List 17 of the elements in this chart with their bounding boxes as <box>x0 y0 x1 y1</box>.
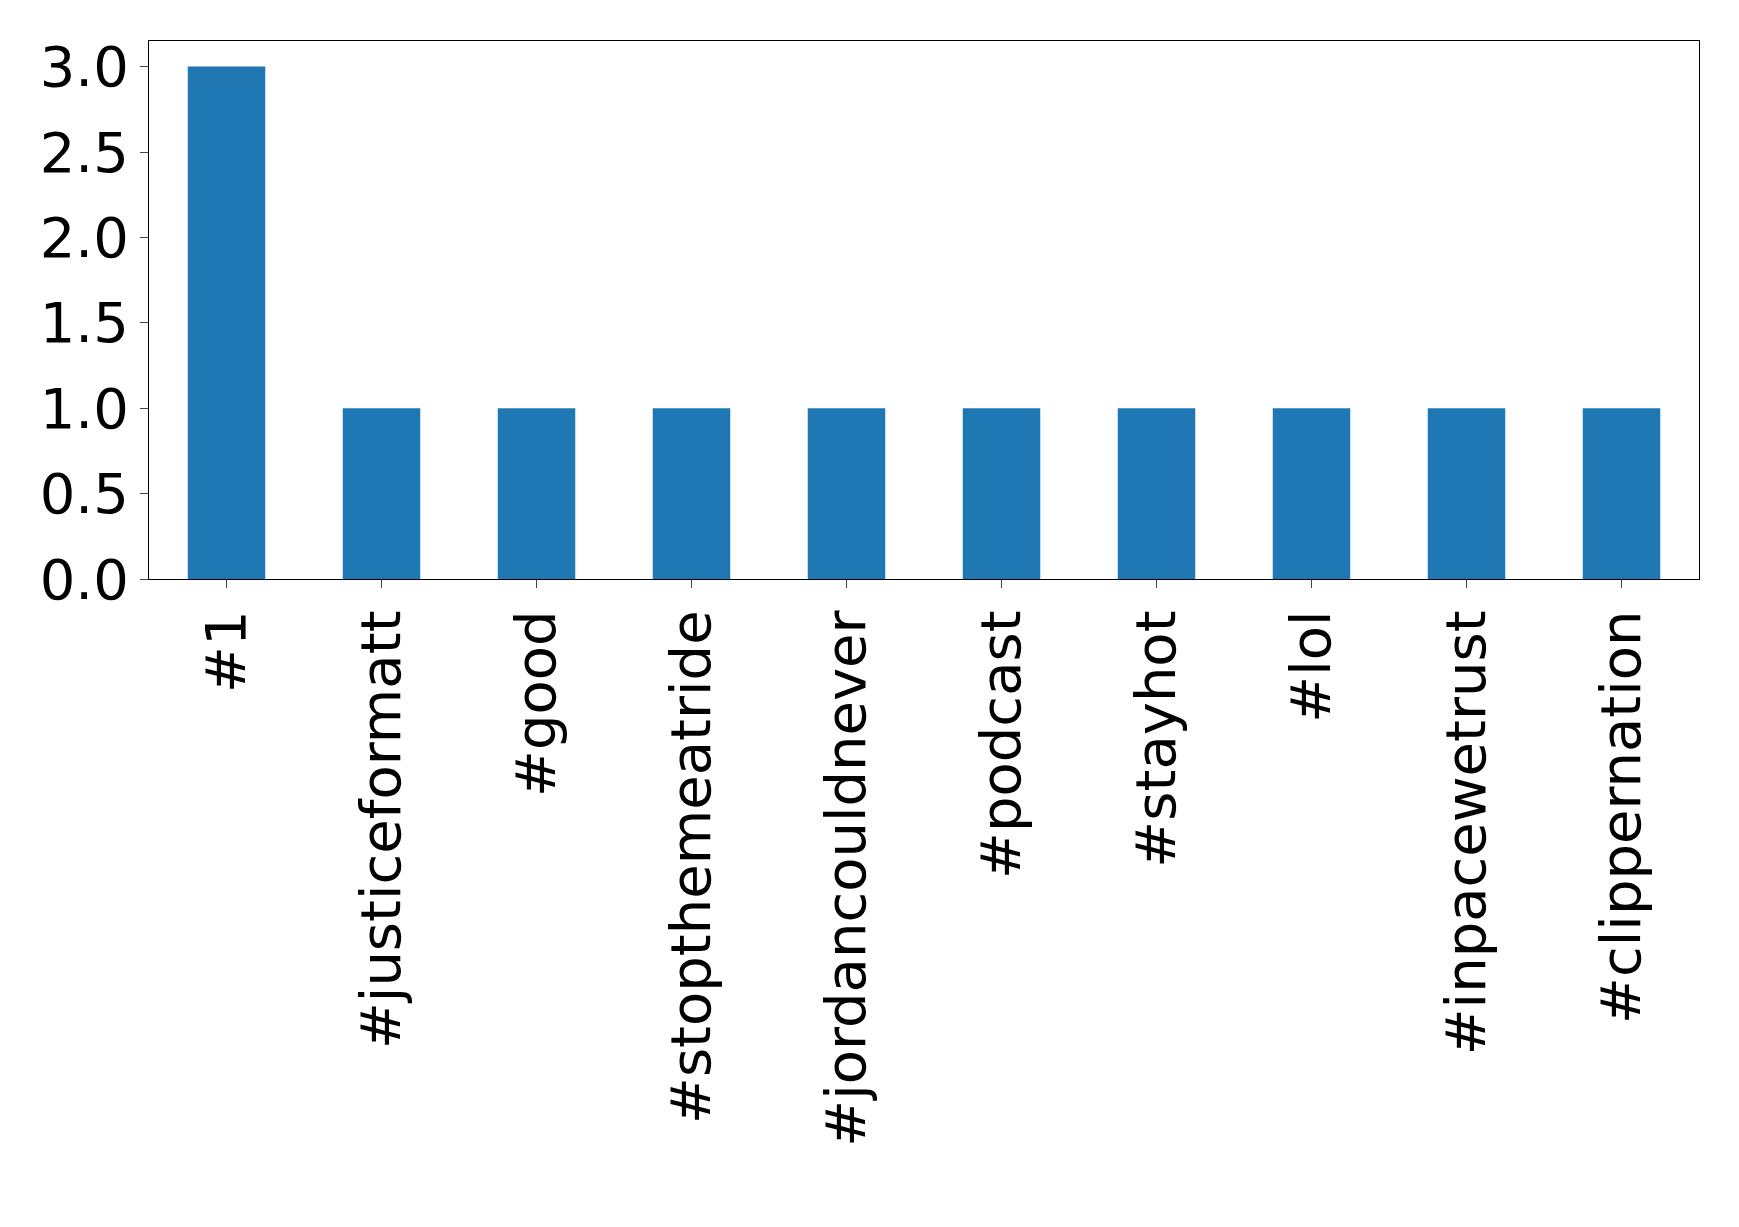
y-tick-label: 3.0 <box>39 34 129 100</box>
y-tick-label: 2.0 <box>39 205 129 271</box>
x-tick-label: #justiceformatt <box>347 610 413 1050</box>
x-tick-label: #stopthemeatride <box>657 610 723 1125</box>
x-tick-label: #lol <box>1277 610 1343 723</box>
y-tick-label: 2.5 <box>39 119 129 185</box>
y-tick-label: 1.5 <box>39 290 129 356</box>
x-tick-label: #podcast <box>967 610 1033 879</box>
y-tick-label: 1.0 <box>39 375 129 441</box>
x-tick-label: #jordancouldnever <box>812 609 878 1147</box>
x-tick-label: #stayhot <box>1122 610 1188 868</box>
x-tick-label: #good <box>502 610 568 797</box>
x-tick-label: #clippernation <box>1587 610 1653 1024</box>
x-tick-label: #1 <box>192 610 258 693</box>
x-tick-label: #inpacewetrust <box>1432 610 1498 1056</box>
y-tick-label: 0.0 <box>39 546 129 612</box>
y-tick-label: 0.5 <box>39 461 129 527</box>
